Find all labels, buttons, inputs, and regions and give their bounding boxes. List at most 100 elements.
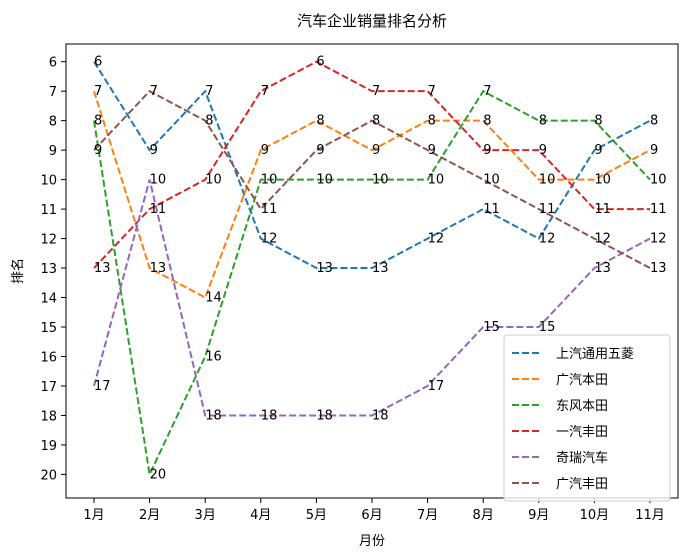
data-label: 8 [483, 114, 491, 129]
data-label: 9 [316, 143, 324, 158]
data-label: 17 [428, 379, 445, 394]
legend-label: 东风本田 [556, 399, 608, 414]
legend-label: 一汽丰田 [556, 425, 608, 440]
y-tick-label: 7 [49, 85, 57, 100]
data-label: 10 [539, 173, 556, 188]
data-label: 7 [94, 84, 102, 99]
data-label: 10 [594, 173, 611, 188]
legend-label: 广汽丰田 [556, 477, 608, 492]
x-tick-label: 2月 [139, 508, 160, 523]
y-tick-label: 13 [40, 262, 57, 277]
data-label: 11 [650, 202, 667, 217]
data-label: 10 [150, 173, 167, 188]
x-tick-label: 3月 [195, 508, 216, 523]
data-label: 20 [150, 467, 167, 482]
data-label: 18 [316, 408, 333, 423]
y-tick-label: 11 [40, 203, 57, 218]
data-label: 13 [94, 261, 111, 276]
data-label: 7 [428, 84, 436, 99]
series-line-3 [93, 89, 651, 478]
data-label: 10 [372, 173, 389, 188]
y-tick-label: 6 [49, 56, 57, 71]
data-label: 7 [372, 84, 380, 99]
data-label: 7 [261, 84, 269, 99]
data-label: 8 [205, 114, 213, 129]
y-tick-label: 12 [40, 233, 57, 248]
y-tick-label: 14 [40, 292, 57, 307]
data-label: 15 [483, 320, 500, 335]
data-label: 9 [650, 143, 658, 158]
data-label: 8 [94, 114, 102, 129]
x-tick-label: 4月 [250, 508, 271, 523]
x-tick-label: 5月 [306, 508, 327, 523]
series-line-6 [93, 89, 651, 269]
data-label: 13 [594, 261, 611, 276]
data-label: 8 [372, 114, 380, 129]
data-label: 10 [650, 173, 667, 188]
data-label: 9 [372, 143, 380, 158]
data-label: 7 [150, 84, 158, 99]
series-line-5 [93, 179, 651, 417]
data-label: 18 [372, 408, 389, 423]
x-tick-label: 10月 [580, 508, 610, 523]
data-label: 9 [94, 143, 102, 158]
data-label: 11 [261, 202, 278, 217]
data-label: 13 [650, 261, 667, 276]
legend-label: 广汽本田 [556, 373, 608, 388]
series-line-2 [93, 90, 651, 299]
x-axis-label: 月份 [359, 534, 385, 549]
y-tick-label: 10 [40, 174, 57, 189]
series-line-4 [93, 60, 650, 269]
x-tick-label: 7月 [417, 508, 438, 523]
data-label: 10 [261, 173, 278, 188]
data-label: 8 [594, 114, 602, 129]
y-tick-label: 18 [40, 409, 57, 424]
x-tick-label: 1月 [83, 508, 104, 523]
x-tick-label: 9月 [528, 508, 549, 523]
data-label: 7 [483, 84, 491, 99]
data-label: 17 [94, 379, 111, 394]
data-label: 8 [428, 114, 436, 129]
data-label: 12 [594, 232, 611, 247]
data-label: 9 [428, 143, 436, 158]
legend-label: 奇瑞汽车 [556, 450, 608, 466]
y-axis: 6 7 8 9 10 11 12 13 14 15 16 17 18 19 20 [40, 56, 66, 483]
data-label: 11 [539, 202, 556, 217]
data-label: 13 [316, 261, 333, 276]
x-tick-label: 11月 [635, 508, 665, 523]
data-label: 11 [594, 202, 611, 217]
data-label: 8 [316, 114, 324, 129]
data-label: 13 [372, 261, 389, 276]
data-label: 6 [94, 55, 102, 70]
data-label: 14 [205, 291, 222, 306]
data-label: 9 [594, 143, 602, 158]
data-label: 18 [205, 408, 222, 423]
data-label: 11 [483, 202, 500, 217]
x-tick-label: 6月 [361, 508, 382, 523]
plot-area: 6 9 7 12 13 13 12 11 12 9 8 7 13 14 9 8 9 8 8 10 10 9 8 20 16 10 1… [93, 55, 667, 482]
legend-box [503, 334, 671, 502]
data-label: 16 [205, 349, 222, 364]
data-label: 10 [483, 173, 500, 188]
data-label: 7 [205, 84, 213, 99]
y-tick-label: 16 [40, 350, 57, 365]
data-label: 9 [150, 143, 158, 158]
data-label: 12 [428, 232, 445, 247]
data-label: 10 [205, 173, 222, 188]
legend-label: 上汽通用五菱 [556, 347, 634, 362]
data-label: 13 [150, 261, 167, 276]
y-tick-label: 8 [49, 115, 57, 130]
data-label: 6 [316, 55, 324, 70]
data-label: 12 [539, 232, 556, 247]
chart-title: 汽车企业销量排名分析 [297, 12, 447, 30]
data-label: 8 [539, 114, 547, 129]
y-tick-label: 19 [40, 439, 57, 454]
data-label: 11 [150, 202, 167, 217]
data-label: 12 [650, 232, 667, 247]
data-label: 15 [539, 320, 556, 335]
y-tick-label: 15 [40, 321, 57, 336]
x-tick-label: 8月 [473, 508, 494, 523]
data-label: 12 [261, 232, 278, 247]
